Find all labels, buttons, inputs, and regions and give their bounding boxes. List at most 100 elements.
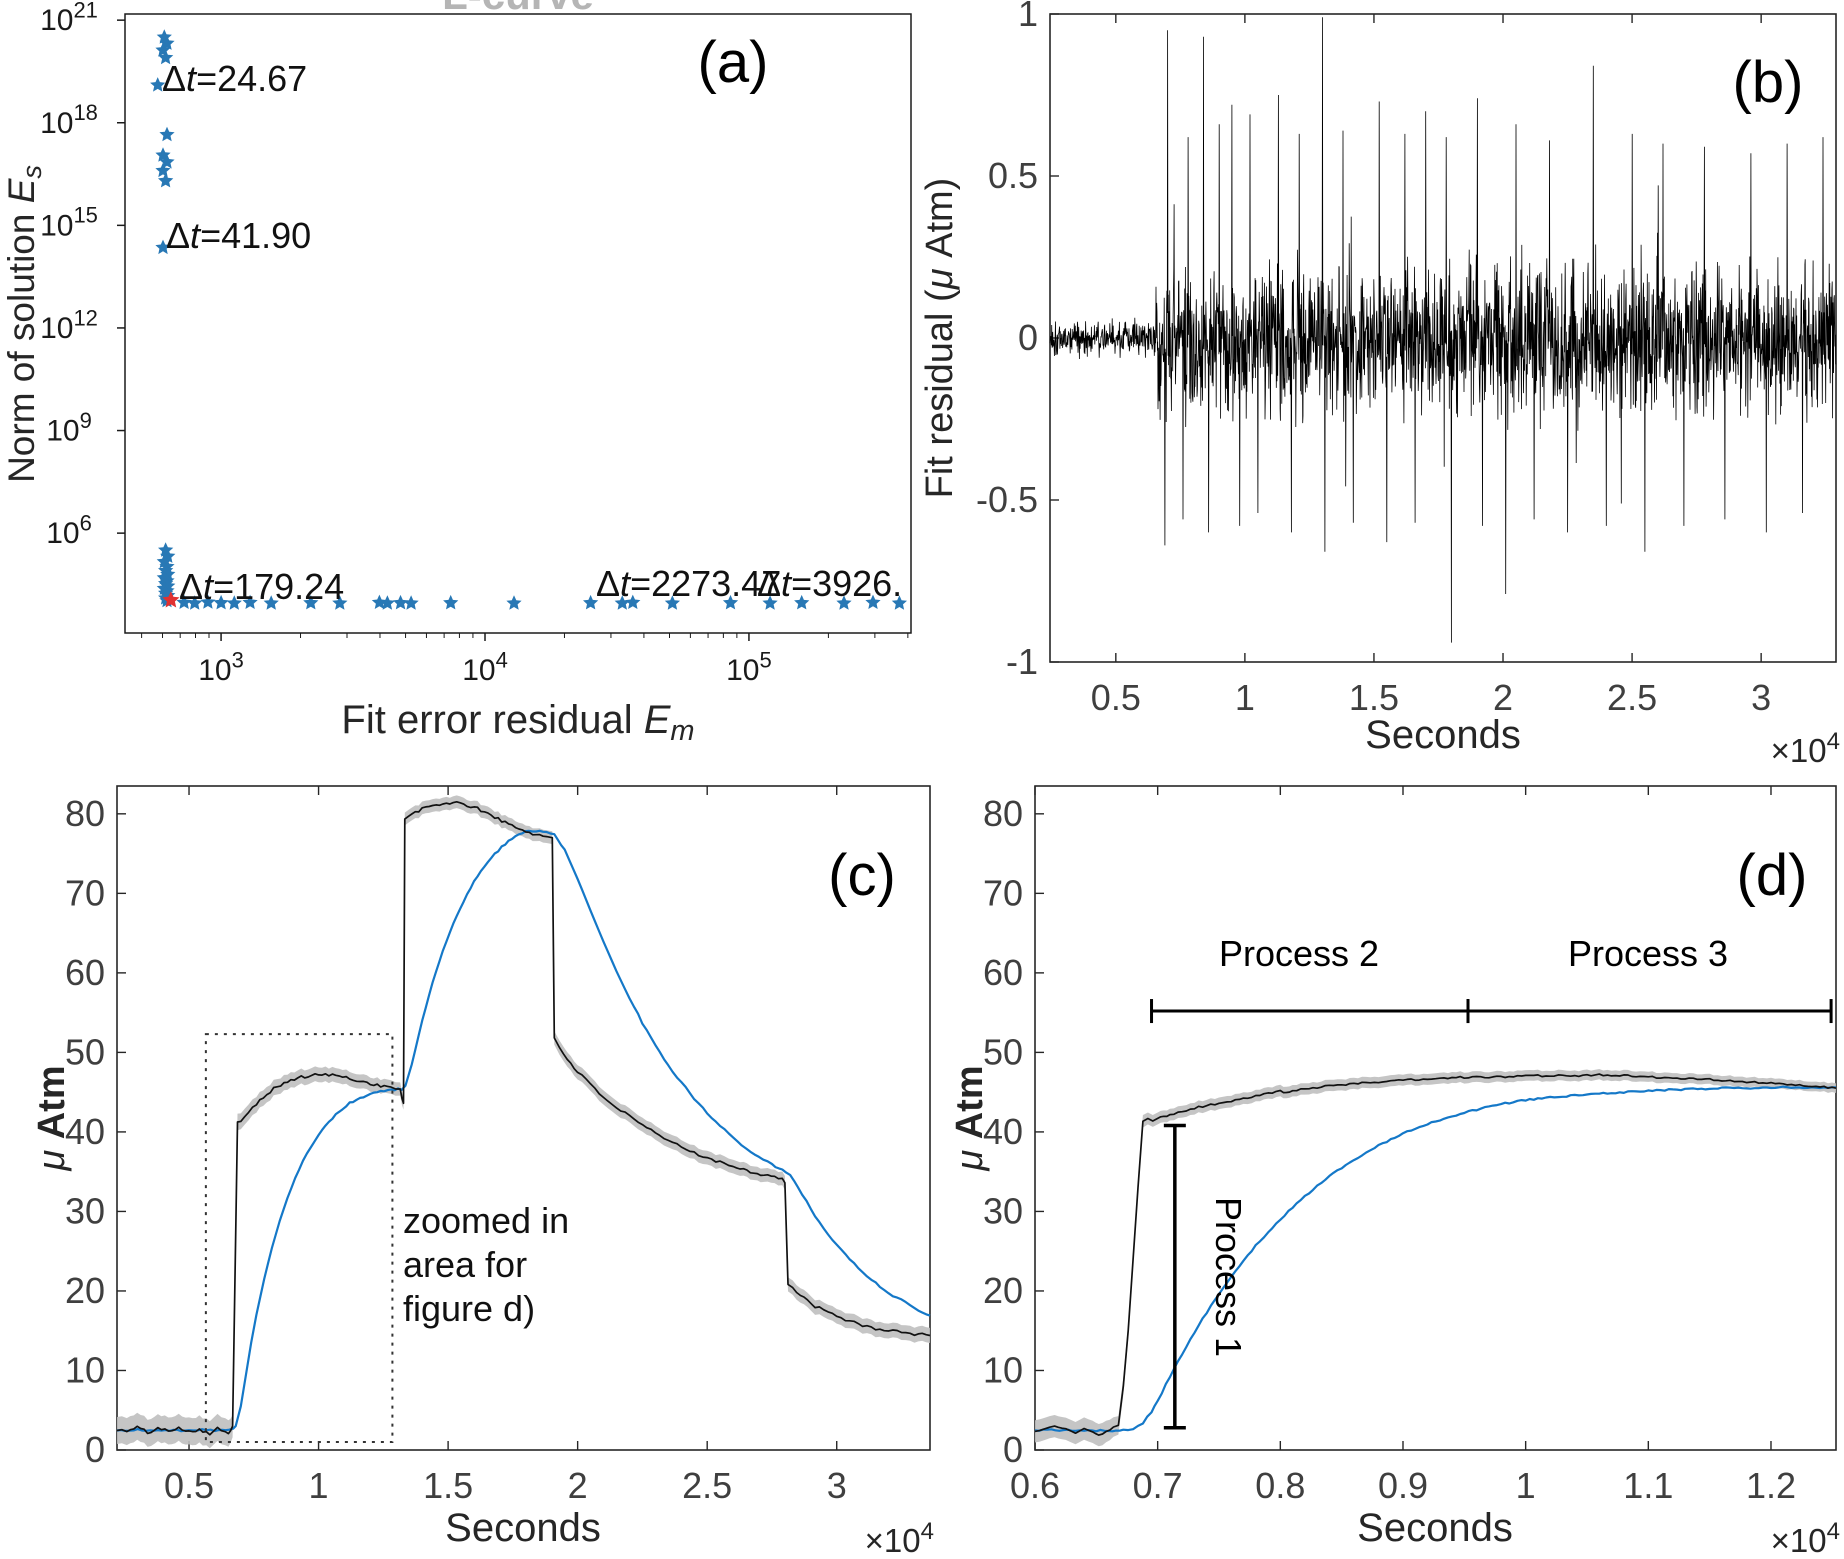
x-tick-label: 1 (1516, 1465, 1536, 1506)
panel-d-axes: 0.6 0.7 0.8 0.9 1 1.1 1.2 0 10 20 30 40 50 60 70 80 (983, 785, 1837, 1506)
lcurve-star (263, 595, 279, 610)
lcurve-star (794, 594, 810, 610)
y-tick-label: 10 (983, 1349, 1023, 1390)
panel-c-note-line3: figure d) (403, 1288, 535, 1329)
x-tick-label: 0.8 (1255, 1465, 1305, 1506)
panel-a-x-tick-label: 104 (462, 647, 508, 687)
lcurve-star (213, 594, 229, 610)
panel-b-y-tick-label: 0.5 (988, 155, 1038, 196)
panel-b-y-tick-label: -0.5 (976, 479, 1038, 520)
x-tick-label: 0.6 (1010, 1465, 1060, 1506)
x-tick-label: 0.7 (1133, 1465, 1183, 1506)
lcurve-star (242, 594, 258, 609)
lcurve-star (614, 595, 630, 610)
panel-b-x-tick-label: 3 (1751, 677, 1771, 718)
y-tick-label: 0 (1003, 1429, 1023, 1470)
annotation-dt-3926: Δt=3926. (757, 563, 902, 604)
y-tick-label: 40 (983, 1111, 1023, 1152)
lcurve-star (303, 594, 319, 610)
y-tick-label: 30 (983, 1190, 1023, 1231)
measured-curve-blue (116, 829, 931, 1433)
process3-label: Process 3 (1568, 933, 1728, 974)
axes-frame (1034, 785, 1837, 1451)
y-tick-label: 0 (85, 1429, 105, 1470)
x-tick-label: 0.5 (164, 1465, 214, 1506)
panel-a-x-tick-label: 105 (726, 647, 772, 687)
panel-b-x-tick-label: 1.5 (1349, 677, 1399, 718)
residual-noise-trace (1049, 17, 1837, 643)
y-tick-label: 20 (65, 1270, 105, 1311)
panel-a-y-tick-label: 109 (46, 408, 92, 448)
y-tick-label: 70 (65, 872, 105, 913)
panel-d-process-brackets (1150, 999, 1833, 1430)
panel-d-zoomed: 0.6 0.7 0.8 0.9 1 1.1 1.2 0 10 20 30 40 50 60 70 80 Pro… (949, 785, 1840, 1559)
lcurve-star (379, 595, 395, 610)
axes-frame (124, 13, 912, 634)
y-tick-label: 60 (983, 952, 1023, 993)
x-tick-label: 1.2 (1746, 1465, 1796, 1506)
y-tick-label: 50 (65, 1031, 105, 1072)
annotation-dt-41-90: Δt=41.90 (166, 215, 311, 256)
panel-a-y-tick-label: 1018 (40, 100, 98, 140)
panel-b-x-tick-label: 0.5 (1091, 677, 1141, 718)
x-tick-label: 2 (568, 1465, 588, 1506)
lcurve-star (865, 594, 881, 609)
panel-b-letter: (b) (1733, 50, 1804, 115)
fit-curve-black (116, 800, 931, 1436)
panel-c-series (116, 795, 931, 1449)
panel-b-ylabel: Fit residual (μ Atm) (919, 178, 961, 499)
lcurve-star (891, 595, 907, 610)
panel-c-letter: (c) (828, 843, 896, 908)
panel-b-xlabel: Seconds (1365, 713, 1521, 757)
lcurve-star (159, 126, 175, 142)
x-tick-label: 2.5 (682, 1465, 732, 1506)
panel-b-x-tick-label: 2 (1493, 677, 1513, 718)
panel-c-xlabel: Seconds (445, 1506, 601, 1550)
y-tick-label: 80 (983, 793, 1023, 834)
lcurve-star (187, 595, 203, 610)
uncertainty-band (1035, 1069, 1836, 1447)
panel-c-note-line2: area for (403, 1244, 527, 1285)
panel-d-letter: (d) (1737, 843, 1808, 908)
lcurve-star (176, 594, 192, 609)
lcurve-star (664, 595, 680, 610)
panel-c-note-line1: zoomed in (403, 1200, 569, 1241)
y-tick-label: 10 (65, 1349, 105, 1390)
lcurve-star (443, 594, 459, 610)
annotation-dt-2273-47: Δt=2273.47 (596, 563, 781, 604)
panel-a-axes: 103 104 105 106 109 1012 1015 1018 1021 (40, 0, 912, 687)
lcurve-star (625, 594, 641, 609)
panel-a-xlabel: Fit error residual Em (341, 698, 694, 747)
x-tick-label: 1 (309, 1465, 329, 1506)
panel-a-y-tick-label: 1015 (40, 203, 98, 243)
axes-frame (116, 785, 931, 1451)
y-tick-label: 50 (983, 1031, 1023, 1072)
panel-d-ylabel: μ Atm (949, 1065, 991, 1171)
panel-c-ylabel: μ Atm (31, 1065, 73, 1171)
lcurve-star (722, 594, 739, 610)
x-tick-label: 1.1 (1623, 1465, 1673, 1506)
lcurve-star (200, 594, 216, 609)
fit-curve-black (1034, 1073, 1837, 1436)
y-tick-label: 60 (65, 952, 105, 993)
panel-d-x-multiplier: ×104 (1771, 1518, 1840, 1559)
y-tick-label: 80 (65, 793, 105, 834)
lcurve-star (332, 595, 348, 610)
process1-label: Process 1 (1208, 1197, 1249, 1357)
lcurve-star (158, 172, 174, 188)
lcurve-star (150, 77, 166, 92)
panel-b-noise-trace (1049, 17, 1837, 643)
lcurve-star (762, 595, 778, 610)
annotation-dt-179-24: Δt=179.24 (179, 566, 344, 607)
panel-b-x-tick-label: 2.5 (1607, 677, 1657, 718)
y-tick-label: 70 (983, 872, 1023, 913)
panel-c-x-multiplier: ×104 (865, 1518, 934, 1559)
y-tick-label: 30 (65, 1190, 105, 1231)
x-tick-label: 1.5 (423, 1465, 473, 1506)
panel-a-x-tick-label: 103 (198, 647, 244, 687)
panel-a-letter: (a) (698, 30, 769, 95)
lcurve-star (155, 239, 171, 255)
